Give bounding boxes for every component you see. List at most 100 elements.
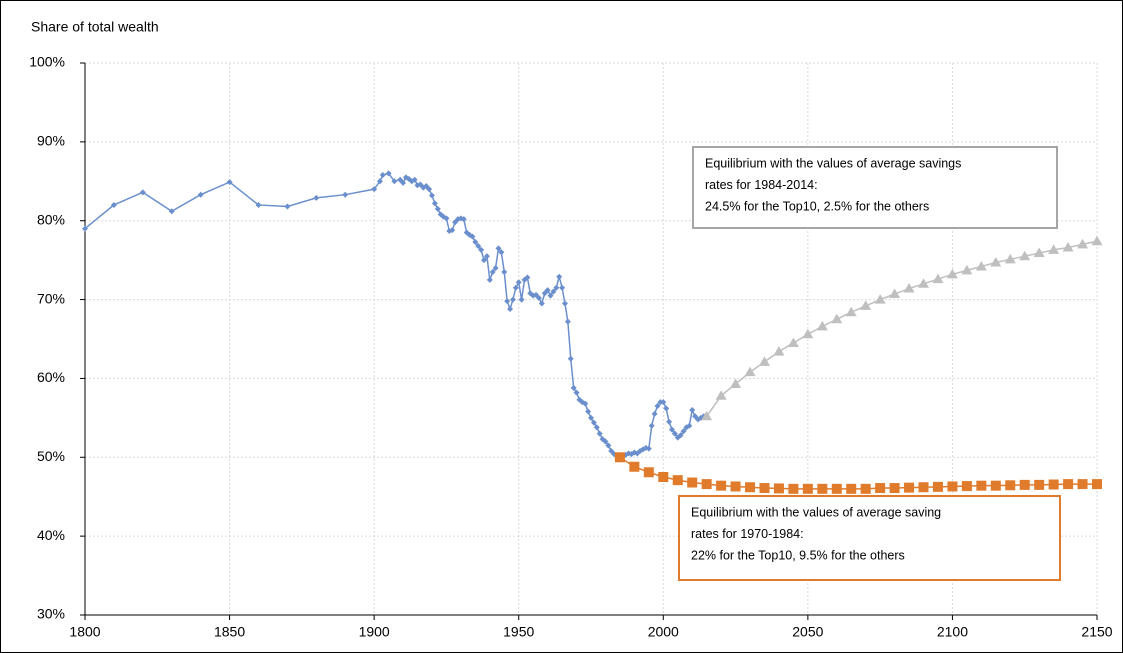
marker xyxy=(946,268,958,279)
marker xyxy=(605,442,612,449)
marker xyxy=(831,313,843,324)
marker xyxy=(460,216,467,223)
marker xyxy=(573,389,580,396)
marker xyxy=(802,483,813,494)
marker xyxy=(1063,479,1074,490)
marker xyxy=(379,171,386,178)
marker xyxy=(483,253,490,260)
marker xyxy=(648,422,655,429)
marker xyxy=(788,483,799,494)
marker xyxy=(582,400,589,407)
x-tick-label: 2150 xyxy=(1081,624,1112,640)
marker xyxy=(692,413,699,420)
marker xyxy=(874,294,886,304)
marker xyxy=(588,414,594,421)
marker xyxy=(602,438,609,445)
marker xyxy=(469,233,476,240)
marker xyxy=(501,268,508,275)
marker xyxy=(846,483,857,494)
marker xyxy=(567,355,574,362)
marker xyxy=(1005,480,1016,491)
marker xyxy=(918,278,930,288)
marker xyxy=(787,337,799,347)
marker xyxy=(903,283,915,293)
marker xyxy=(660,399,667,406)
marker xyxy=(596,430,603,437)
marker xyxy=(478,246,485,253)
x-tick-label: 2100 xyxy=(937,624,968,640)
marker xyxy=(533,291,540,298)
marker xyxy=(544,287,551,294)
annotation-text: 24.5% for the Top10, 2.5% for the others xyxy=(705,199,929,213)
marker xyxy=(672,475,683,486)
x-tick-label: 1900 xyxy=(359,624,390,640)
marker xyxy=(556,273,563,280)
y-tick-label: 30% xyxy=(37,606,65,622)
marker xyxy=(889,483,900,494)
marker xyxy=(1077,238,1089,249)
marker xyxy=(1034,479,1045,490)
marker xyxy=(701,479,712,490)
marker xyxy=(472,239,479,246)
y-tick-label: 60% xyxy=(37,369,65,385)
annotation-text: Equilibrium with the values of average s… xyxy=(691,505,941,519)
marker xyxy=(773,483,784,494)
marker xyxy=(918,482,929,493)
marker xyxy=(643,467,654,478)
marker xyxy=(561,300,568,307)
marker xyxy=(570,384,577,391)
marker xyxy=(411,176,418,183)
marker xyxy=(197,191,204,198)
x-tick-label: 1850 xyxy=(214,624,245,640)
marker xyxy=(860,300,872,310)
marker xyxy=(593,424,600,431)
y-axis-label: Share of total wealth xyxy=(31,19,159,35)
marker xyxy=(428,192,435,199)
marker xyxy=(802,328,814,339)
marker xyxy=(1077,479,1088,490)
marker xyxy=(817,483,828,494)
marker xyxy=(518,296,525,303)
series-line xyxy=(706,240,1098,417)
marker xyxy=(860,483,871,494)
marker xyxy=(716,480,727,491)
marker xyxy=(668,426,675,433)
marker xyxy=(1019,250,1031,261)
marker xyxy=(677,432,684,439)
annotation-text: rates for 1970-1984: xyxy=(691,527,804,541)
marker xyxy=(434,205,441,212)
marker xyxy=(507,306,514,313)
marker xyxy=(426,186,433,193)
marker xyxy=(431,200,438,207)
marker xyxy=(284,203,291,210)
marker xyxy=(385,170,392,177)
marker xyxy=(564,318,571,325)
marker xyxy=(313,194,320,201)
marker xyxy=(1091,235,1103,246)
marker xyxy=(990,480,1001,491)
marker xyxy=(666,418,673,425)
marker xyxy=(512,284,519,291)
marker xyxy=(629,461,640,472)
marker xyxy=(452,219,459,226)
marker xyxy=(492,265,499,272)
marker xyxy=(773,346,785,356)
marker xyxy=(975,260,987,271)
marker xyxy=(515,279,522,286)
marker xyxy=(443,215,450,222)
x-tick-label: 2050 xyxy=(792,624,823,640)
marker xyxy=(400,179,407,186)
marker xyxy=(663,405,670,412)
marker xyxy=(932,273,944,284)
marker xyxy=(961,264,973,275)
marker xyxy=(1019,479,1030,490)
x-tick-label: 2000 xyxy=(648,624,679,640)
marker xyxy=(1033,247,1045,258)
marker xyxy=(745,482,756,493)
marker xyxy=(990,257,1002,267)
marker xyxy=(495,245,502,252)
marker xyxy=(1004,253,1016,264)
marker xyxy=(550,288,557,295)
marker xyxy=(397,176,404,183)
